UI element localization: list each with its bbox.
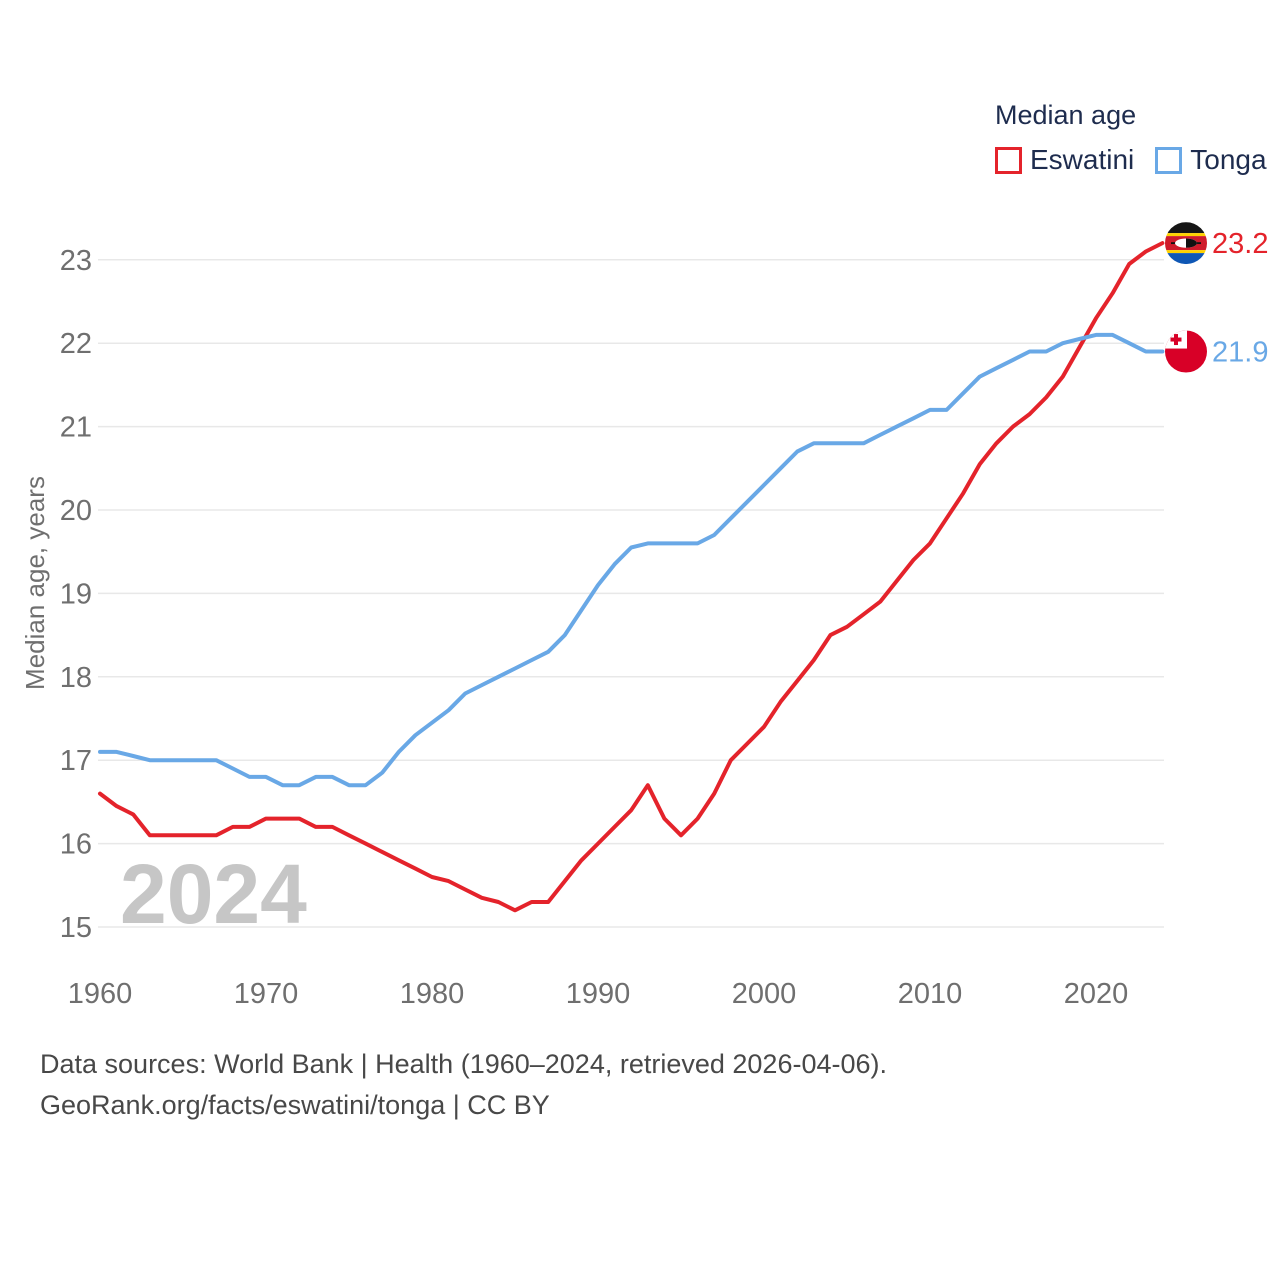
median-age-chart: 15 16 17 18 19 20 21 22 23 1960 1970 1980 1990 2000 20…: [20, 222, 1268, 1010]
y-tick-label: 18: [60, 662, 92, 694]
gridlines: 15 16 17 18 19 20 21 22 23: [60, 245, 1164, 944]
y-tick-label: 20: [60, 495, 92, 527]
y-tick-label: 21: [60, 412, 92, 444]
y-axis-title: Median age, years: [20, 476, 50, 690]
y-tick-label: 17: [60, 745, 92, 777]
eswatini-legend-label: Eswatini: [1030, 144, 1135, 175]
y-tick-label: 22: [60, 328, 92, 360]
x-tick-label: 1980: [400, 978, 465, 1010]
tonga-end-value-label: 21.9: [1212, 337, 1268, 369]
legend-item-tonga[interactable]: Tonga: [1155, 144, 1267, 176]
legend-item-eswatini[interactable]: Eswatini: [995, 144, 1134, 176]
tonga-flag-icon: [1165, 330, 1207, 373]
x-tick-label: 2000: [732, 978, 797, 1010]
x-tick-label: 2020: [1064, 978, 1129, 1010]
data-sources: Data sources: World Bank | Health (1960–…: [40, 1044, 887, 1126]
source-line-1: Data sources: World Bank | Health (1960–…: [40, 1049, 887, 1079]
eswatini-series-checkbox[interactable]: [995, 146, 1022, 174]
tonga-line: [98, 332, 1165, 788]
x-tick-label: 1970: [234, 978, 299, 1010]
eswatini-end-value-label: 23.2: [1212, 228, 1268, 260]
eswatini-line: [98, 241, 1165, 913]
tonga-series-checkbox[interactable]: [1155, 146, 1183, 174]
chart-legend: Median age Eswatini Tonga: [995, 100, 1267, 176]
x-tick-label: 1960: [68, 978, 133, 1010]
y-tick-label: 19: [60, 578, 92, 610]
watermark-year: 2024: [120, 847, 307, 941]
legend-items: Eswatini Tonga: [995, 144, 1267, 176]
tonga-legend-label: Tonga: [1190, 144, 1267, 175]
y-tick-label: 16: [60, 829, 92, 861]
legend-title: Median age: [995, 100, 1137, 130]
y-tick-label: 23: [60, 245, 92, 277]
eswatini-flag-icon: [1165, 222, 1207, 265]
y-tick-label: 15: [60, 912, 92, 944]
x-tick-label: 2010: [898, 978, 963, 1010]
x-tick-label: 1990: [566, 978, 631, 1010]
source-line-2: GeoRank.org/facts/eswatini/tonga | CC BY: [40, 1090, 550, 1120]
